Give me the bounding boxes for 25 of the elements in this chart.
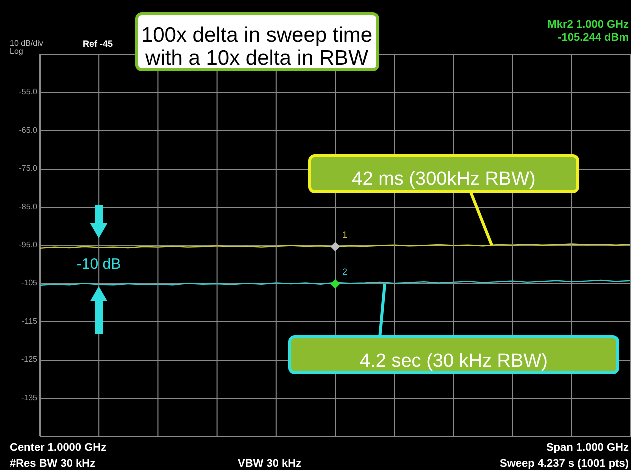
y-tick-label: -105 xyxy=(21,278,38,288)
text: -105.244 dBm xyxy=(558,32,630,44)
y-tick-label: -85.0 xyxy=(19,202,38,212)
y-tick-label: -55.0 xyxy=(19,88,38,97)
text: Ref -45 xyxy=(83,39,114,49)
annotation: 42 ms (300kHz RBW) xyxy=(352,169,536,190)
y-tick-label: -75.0 xyxy=(19,164,38,174)
y-tick-label: -135 xyxy=(21,393,38,402)
annotation: 2 xyxy=(342,267,348,278)
text: #Res BW 30 kHz xyxy=(10,458,96,470)
text: Center 1.0000 GHz xyxy=(10,442,108,454)
text: Log xyxy=(10,47,24,56)
y-tick-label: -95.0 xyxy=(19,240,38,250)
text: 10 dB/div xyxy=(10,39,44,48)
y-tick-label: -115 xyxy=(22,316,38,326)
y-tick-label: -65.0 xyxy=(19,126,38,135)
text: Mkr2 1.000 GHz xyxy=(548,19,630,31)
annotation: -10 dB xyxy=(76,256,122,273)
annotation: 4.2 sec (30 kHz RBW) xyxy=(360,351,548,372)
text: Sweep 4.237 s (1001 pts) xyxy=(500,458,630,470)
annotation: 1 xyxy=(342,230,348,240)
text: VBW 30 kHz xyxy=(238,458,302,470)
annotation: 100x delta in sweep time with a 10x delta in RBW xyxy=(141,24,373,70)
y-tick-label: -125 xyxy=(21,355,38,364)
text: Span 1.000 GHz xyxy=(546,442,630,454)
